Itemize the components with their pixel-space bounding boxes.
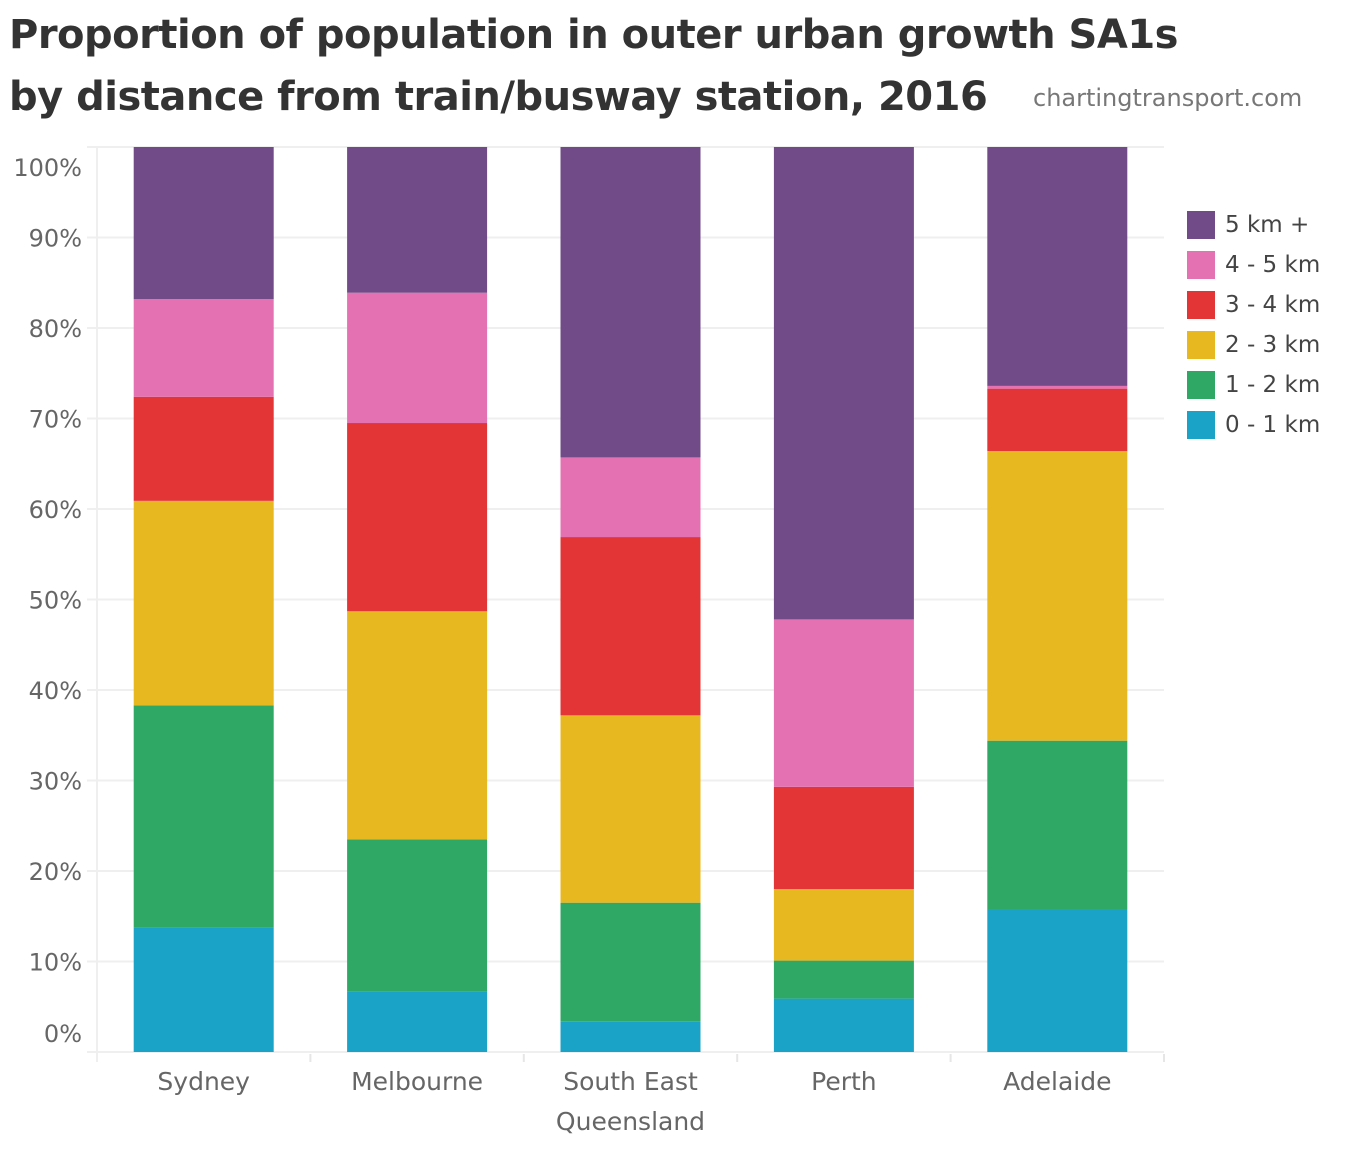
bar-stack-sydney: [133, 147, 274, 1052]
bars: [133, 147, 1128, 1052]
bar-segment-1-2-km[interactable]: [347, 839, 488, 992]
chart-title: Proportion of population in outer urban …: [9, 4, 1178, 128]
bar-segment-5-km[interactable]: [347, 147, 488, 293]
bar-segment-2-3-km[interactable]: [560, 715, 701, 903]
bar-segment-2-3-km[interactable]: [773, 889, 914, 961]
chart-title-line-1: Proportion of population in outer urban …: [9, 12, 1178, 58]
x-tick-label: Sydney: [157, 1067, 250, 1096]
legend-item[interactable]: 1 - 2 km: [1187, 365, 1320, 405]
y-tick-label: 20%: [29, 858, 82, 886]
bar-stack-perth: [773, 147, 914, 1052]
legend-item[interactable]: 3 - 4 km: [1187, 285, 1320, 325]
bar-segment-5-km[interactable]: [987, 147, 1128, 386]
legend-swatch: [1187, 331, 1215, 359]
bar-segment-3-4-km[interactable]: [347, 423, 488, 612]
x-tick-label: Adelaide: [1003, 1067, 1111, 1096]
bar-segment-3-4-km[interactable]: [773, 786, 914, 890]
y-axis-ticks: 0% 10% 20% 30% 40% 50% 60% 70% 80% 90% 100%: [13, 154, 82, 1048]
legend-item[interactable]: 5 km +: [1187, 205, 1320, 245]
x-tick-label: South East Queensland: [556, 1067, 705, 1136]
bar-stack-adelaide: [987, 147, 1128, 1052]
bar-segment-5-km[interactable]: [133, 147, 274, 300]
y-tick-label: 40%: [29, 677, 82, 705]
bar-segment-3-4-km[interactable]: [987, 388, 1128, 452]
bar-segment-1-2-km[interactable]: [133, 705, 274, 928]
watermark: chartingtransport.com: [1033, 84, 1303, 112]
y-tick-label: 50%: [29, 587, 82, 615]
legend-swatch: [1187, 371, 1215, 399]
y-tick-label: 100%: [13, 154, 82, 182]
legend-label: 1 - 2 km: [1225, 372, 1321, 398]
bar-segment-0-1-km[interactable]: [773, 998, 914, 1052]
bar-segment-1-2-km[interactable]: [560, 902, 701, 1022]
x-tick-label: Melbourne: [351, 1067, 483, 1096]
bar-segment-4-5-km[interactable]: [987, 385, 1128, 389]
x-axis-ticks: Sydney Melbourne South East Queensland Perth…: [157, 1067, 1111, 1136]
bar-segment-2-3-km[interactable]: [987, 451, 1128, 741]
legend-item[interactable]: 2 - 3 km: [1187, 325, 1320, 365]
bar-segment-5-km[interactable]: [773, 147, 914, 620]
legend-item[interactable]: 0 - 1 km: [1187, 405, 1320, 445]
y-tick-label: 80%: [29, 315, 82, 343]
bar-segment-0-1-km[interactable]: [560, 1021, 701, 1052]
bar-stack-south-east-queensland: [560, 147, 701, 1052]
y-tick-label: 10%: [29, 949, 82, 977]
y-tick-label: 30%: [29, 768, 82, 796]
bar-segment-2-3-km[interactable]: [133, 500, 274, 706]
bar-segment-0-1-km[interactable]: [133, 927, 274, 1052]
legend-label: 3 - 4 km: [1225, 292, 1321, 318]
x-tick-label: Perth: [811, 1067, 877, 1096]
bar-segment-0-1-km[interactable]: [347, 991, 488, 1052]
legend-swatch: [1187, 251, 1215, 279]
legend-item[interactable]: 4 - 5 km: [1187, 245, 1320, 285]
y-tick-label: 0%: [44, 1020, 82, 1048]
legend-label: 5 km +: [1225, 212, 1310, 238]
bar-segment-2-3-km[interactable]: [347, 611, 488, 840]
y-tick-label: 70%: [29, 406, 82, 434]
bar-segment-0-1-km[interactable]: [987, 909, 1128, 1052]
legend-swatch: [1187, 411, 1215, 439]
bar-segment-4-5-km[interactable]: [347, 292, 488, 424]
y-tick-label: 60%: [29, 496, 82, 524]
legend-label: 2 - 3 km: [1225, 332, 1321, 358]
bar-segment-4-5-km[interactable]: [133, 299, 274, 397]
legend-swatch: [1187, 211, 1215, 239]
bar-segment-5-km[interactable]: [560, 147, 701, 458]
y-tick-label: 90%: [29, 225, 82, 253]
legend-swatch: [1187, 291, 1215, 319]
bar-segment-3-4-km[interactable]: [560, 537, 701, 716]
chart-title-line-2: by distance from train/busway station, 2…: [9, 74, 988, 120]
legend-label: 0 - 1 km: [1225, 412, 1321, 438]
bar-segment-4-5-km[interactable]: [773, 619, 914, 787]
bar-segment-3-4-km[interactable]: [133, 396, 274, 501]
legend: 5 km + 4 - 5 km 3 - 4 km 2 - 3 km 1 - 2 km 0 …: [1187, 205, 1320, 445]
bar-segment-1-2-km[interactable]: [773, 960, 914, 999]
bar-segment-1-2-km[interactable]: [987, 740, 1128, 910]
legend-label: 4 - 5 km: [1225, 252, 1321, 278]
bar-segment-4-5-km[interactable]: [560, 457, 701, 538]
bar-stack-melbourne: [347, 147, 488, 1052]
